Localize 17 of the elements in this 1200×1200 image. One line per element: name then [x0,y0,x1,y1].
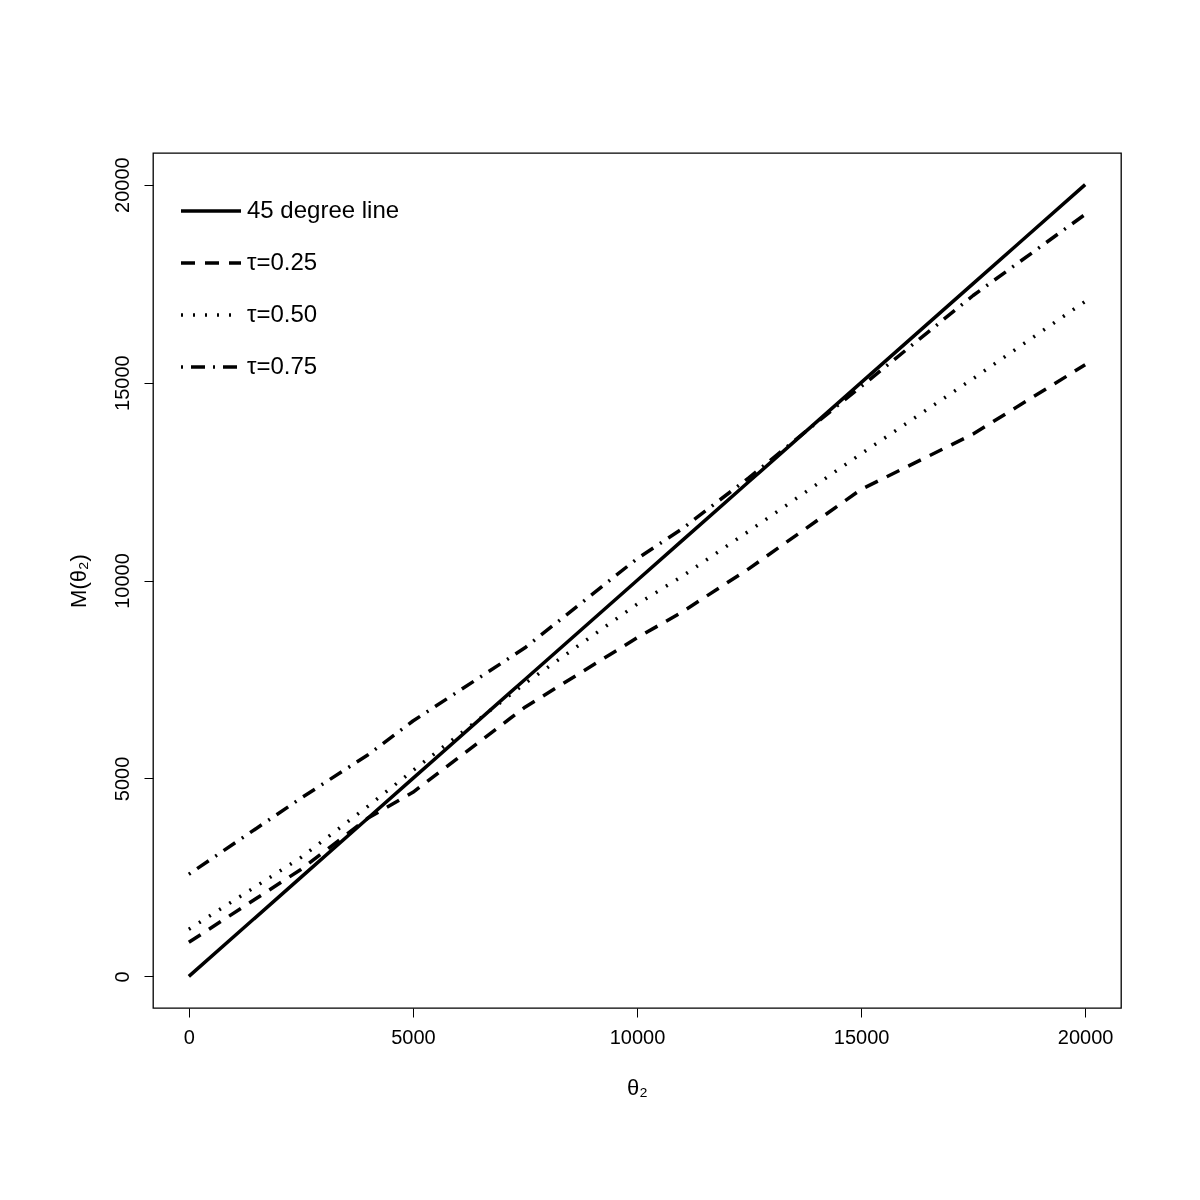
legend-label: τ=0.25 [247,248,318,275]
x-tick-label: 10000 [609,1025,666,1048]
x-tick-label: 5000 [391,1025,436,1048]
line-series [187,182,1087,979]
y-tick-label: 10000 [110,553,133,609]
y-tick-label: 20000 [110,157,133,213]
x-axis-title: θ₂ [627,1074,648,1100]
y-tick-label: 0 [110,971,133,983]
y-tick-label: 15000 [110,355,133,411]
legend-label: τ=0.75 [247,352,318,379]
y-tick-label: 5000 [110,756,133,802]
x-tick-label: 0 [183,1025,195,1048]
y-axis-title: M(θ₂) [65,554,91,608]
x-tick-label: 15000 [833,1025,890,1048]
x-tick-label: 20000 [1057,1025,1114,1048]
legend-label: 45 degree line [247,196,400,223]
legend-label: τ=0.50 [247,300,318,327]
